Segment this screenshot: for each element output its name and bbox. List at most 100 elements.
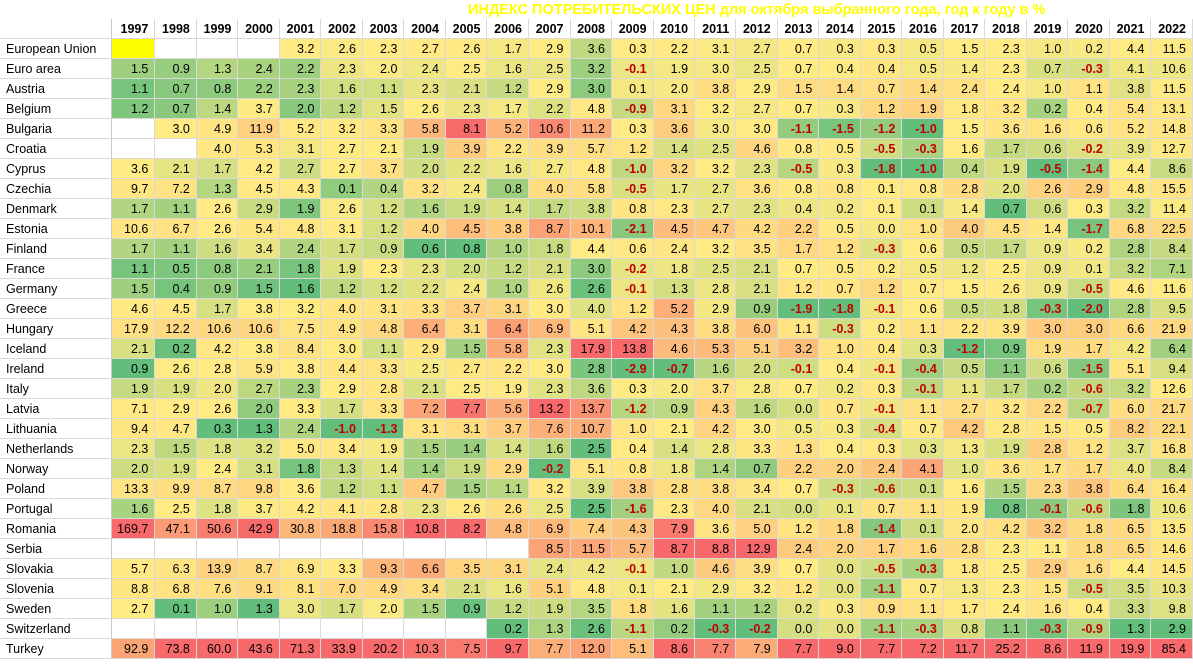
heatmap-cell: 1.7: [777, 238, 820, 259]
heatmap-cell: 3.6: [279, 478, 322, 499]
heatmap-cell: 6.8: [154, 578, 197, 599]
heatmap-cell: -0.5: [860, 138, 903, 159]
heatmap-cell: 4.5: [445, 218, 488, 239]
heatmap-cell: 9.8: [1150, 598, 1193, 619]
heatmap-cell: 1.2: [818, 238, 861, 259]
heatmap-cell: 1.6: [943, 478, 986, 499]
heatmap-cell: 1.7: [1067, 338, 1110, 359]
heatmap-cell: 3.1: [694, 38, 737, 59]
heatmap-cell: 2.7: [735, 98, 778, 119]
heatmap-cell: 2.3: [735, 198, 778, 219]
heatmap-cell: 2.3: [528, 378, 571, 399]
heatmap-cell: 3.2: [653, 158, 696, 179]
heatmap-cell: 0.1: [901, 518, 944, 539]
heatmap-cell: 13.9: [196, 558, 239, 579]
heatmap-cell: 0.7: [818, 278, 861, 299]
heatmap-cell: 3.7: [237, 498, 280, 519]
table-row: Hungary 17.9 12.2 10.6 10.6 7.5 4.9 4.8 6.4 3.1 6.…: [0, 318, 1193, 339]
heatmap-cell: 3.0: [154, 118, 197, 139]
heatmap-cell: 1.6: [943, 138, 986, 159]
heatmap-cell: 0.0: [818, 558, 861, 579]
heatmap-cell: 1.5: [1026, 418, 1069, 439]
heatmap-cell: 1.1: [362, 338, 405, 359]
heatmap-cell: 1.1: [694, 598, 737, 619]
heatmap-cell: 1.8: [1109, 498, 1152, 519]
country-label: Slovakia: [0, 558, 113, 579]
heatmap-cell: [154, 538, 197, 559]
heatmap-cell: 8.6: [1026, 638, 1069, 659]
heatmap-cell: 2.5: [570, 438, 613, 459]
heatmap-cell: [111, 138, 156, 159]
heatmap-cell: 2.9: [1150, 618, 1193, 639]
heatmap-cell: 4.8: [486, 518, 529, 539]
heatmap-cell: 12.0: [570, 638, 613, 659]
heatmap-cell: 10.3: [1150, 578, 1193, 599]
heatmap-cell: 0.5: [818, 138, 861, 159]
heatmap-cell: [196, 618, 239, 639]
heatmap-cell: 1.1: [111, 258, 156, 279]
heatmap-cell: 2.9: [1026, 558, 1069, 579]
heatmap-cell: 1.9: [445, 198, 488, 219]
heatmap-cell: 0.4: [1067, 98, 1110, 119]
heatmap-cell: 0.7: [860, 78, 903, 99]
heatmap-cell: 2.4: [777, 538, 820, 559]
heatmap-cell: 2.6: [320, 38, 363, 59]
heatmap-cell: 6.4: [1109, 478, 1152, 499]
heatmap-cell: 3.2: [320, 118, 363, 139]
heatmap-cell: 3.8: [237, 298, 280, 319]
heatmap-cell: 2.3: [362, 258, 405, 279]
heatmap-cell: 2.8: [735, 378, 778, 399]
heatmap-cell: 1.3: [196, 178, 239, 199]
heatmap-cell: 2.0: [279, 98, 322, 119]
heatmap-cell: 1.9: [445, 458, 488, 479]
heatmap-cell: -0.1: [860, 398, 903, 419]
heatmap-cell: 0.3: [860, 38, 903, 59]
heatmap-cell: 1.2: [943, 258, 986, 279]
heatmap-cell: 3.9: [528, 138, 571, 159]
heatmap-cell: 2.1: [735, 498, 778, 519]
heatmap-cell: 11.6: [1150, 278, 1193, 299]
heatmap-cell: 5.3: [694, 338, 737, 359]
heatmap-cell: 0.8: [818, 178, 861, 199]
heatmap-cell: 17.9: [570, 338, 613, 359]
heatmap-cell: 4.7: [694, 218, 737, 239]
heatmap-cell: 1.1: [901, 498, 944, 519]
year-header: 2015: [860, 19, 903, 39]
heatmap-cell: 1.5: [403, 598, 446, 619]
heatmap-cell: 73.8: [154, 638, 197, 659]
heatmap-cell: 5.9: [237, 358, 280, 379]
heatmap-cell: 4.8: [362, 318, 405, 339]
heatmap-cell: 19.9: [1109, 638, 1152, 659]
heatmap-cell: 2.7: [694, 178, 737, 199]
heatmap-cell: 4.2: [237, 158, 280, 179]
table-row: Croatia 4.0 5.3 3.1 2.7 2.1 1.9 3.9 2.2 3.9 5.7 1.2…: [0, 138, 1193, 159]
heatmap-cell: 0.4: [777, 198, 820, 219]
year-header: 1999: [196, 19, 239, 39]
heatmap-cell: 0.7: [860, 498, 903, 519]
heatmap-cell: 0.6: [1067, 118, 1110, 139]
heatmap-cell: 9.1: [237, 578, 280, 599]
heatmap-cell: 0.0: [777, 398, 820, 419]
heatmap-cell: 92.9: [111, 638, 156, 659]
heatmap-cell: 2.6: [403, 98, 446, 119]
heatmap-cell: [403, 618, 446, 639]
heatmap-cell: 0.3: [611, 378, 654, 399]
heatmap-cell: -0.1: [611, 558, 654, 579]
heatmap-cell: 3.8: [237, 338, 280, 359]
table-row: Lithuania 9.4 4.7 0.3 1.3 2.4 -1.0 -1.3 3.1 3.1 3.…: [0, 418, 1193, 439]
table-row: Serbia 8.5 11.5 5.7 8.7 8.8 12.9 2.4 2.0 1.7 1.6 2.…: [0, 538, 1193, 559]
heatmap-cell: 4.8: [570, 98, 613, 119]
country-label: Austria: [0, 78, 113, 99]
heatmap-cell: 3.3: [735, 438, 778, 459]
heatmap-cell: 0.7: [901, 578, 944, 599]
heatmap-cell: 1.5: [403, 438, 446, 459]
heatmap-cell: 3.8: [486, 218, 529, 239]
heatmap-cell: 2.8: [653, 478, 696, 499]
heatmap-cell: 0.7: [154, 98, 197, 119]
heatmap-cell: 0.1: [611, 78, 654, 99]
heatmap-cell: 7.2: [154, 178, 197, 199]
heatmap-cell: 2.8: [984, 418, 1027, 439]
heatmap-cell: 0.5: [777, 418, 820, 439]
heatmap-cell: 1.5: [943, 278, 986, 299]
heatmap-cell: 3.2: [1109, 258, 1152, 279]
